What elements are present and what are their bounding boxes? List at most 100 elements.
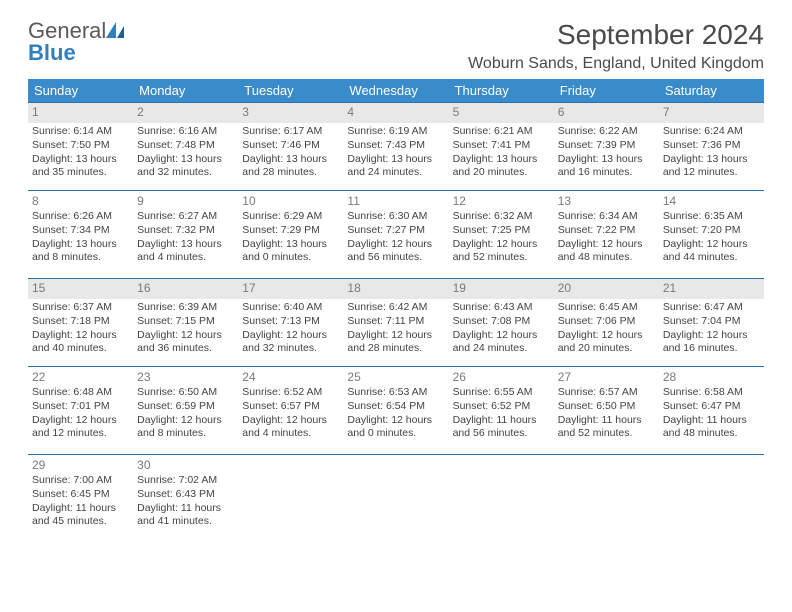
calendar-day-cell: 19 Sunrise: 6:43 AMSunset: 7:08 PMDayligh… (449, 278, 554, 366)
day-number: 12 (453, 194, 550, 210)
day-details: Sunrise: 6:43 AMSunset: 7:08 PMDaylight:… (453, 301, 550, 356)
day-number: 11 (347, 194, 444, 210)
day-details: Sunrise: 6:27 AMSunset: 7:32 PMDaylight:… (137, 210, 234, 265)
calendar-day-cell: 13Sunrise: 6:34 AMSunset: 7:22 PMDayligh… (554, 190, 659, 278)
day-details: Sunrise: 6:22 AMSunset: 7:39 PMDaylight:… (558, 125, 655, 180)
day-number: 25 (347, 370, 444, 386)
calendar-day-cell: 28Sunrise: 6:58 AMSunset: 6:47 PMDayligh… (659, 366, 764, 454)
logo-word-2: Blue (28, 40, 76, 65)
calendar-day-cell: 21 Sunrise: 6:47 AMSunset: 7:04 PMDayligh… (659, 278, 764, 366)
calendar-header-row: SundayMondayTuesdayWednesdayThursdayFrid… (28, 79, 764, 103)
day-number: 19 (453, 281, 550, 297)
calendar-week-row: 22Sunrise: 6:48 AMSunset: 7:01 PMDayligh… (28, 366, 764, 454)
calendar-body: 1 Sunrise: 6:14 AMSunset: 7:50 PMDaylight… (28, 102, 764, 542)
day-details: Sunrise: 6:58 AMSunset: 6:47 PMDaylight:… (663, 386, 760, 441)
calendar-day-cell: 23Sunrise: 6:50 AMSunset: 6:59 PMDayligh… (133, 366, 238, 454)
calendar-day-cell: 15Sunrise: 6:37 AMSunset: 7:18 PMDayligh… (28, 278, 133, 366)
day-details: Sunrise: 6:19 AMSunset: 7:43 PMDaylight:… (347, 125, 444, 180)
day-details: Sunrise: 6:55 AMSunset: 6:52 PMDaylight:… (453, 386, 550, 441)
day-details: Sunrise: 6:29 AMSunset: 7:29 PMDaylight:… (242, 210, 339, 265)
day-number: 28 (663, 370, 760, 386)
calendar-day-cell: 18 Sunrise: 6:42 AMSunset: 7:11 PMDayligh… (343, 278, 448, 366)
day-number: 23 (137, 370, 234, 386)
logo: General Blue (28, 20, 126, 64)
calendar-day-cell: 14Sunrise: 6:35 AMSunset: 7:20 PMDayligh… (659, 190, 764, 278)
day-number: 9 (137, 194, 234, 210)
day-number: 22 (32, 370, 129, 386)
day-details: Sunrise: 6:48 AMSunset: 7:01 PMDaylight:… (32, 386, 129, 441)
day-details: Sunrise: 7:00 AMSunset: 6:45 PMDaylight:… (32, 474, 129, 529)
title-block: September 2024 Woburn Sands, England, Un… (468, 20, 764, 73)
calendar-day-cell: 26Sunrise: 6:55 AMSunset: 6:52 PMDayligh… (449, 366, 554, 454)
calendar-day-cell: 27Sunrise: 6:57 AMSunset: 6:50 PMDayligh… (554, 366, 659, 454)
calendar-empty-cell (343, 454, 448, 542)
day-number: 1 (32, 105, 129, 121)
day-number: 29 (32, 458, 129, 474)
calendar-day-cell: 6 Sunrise: 6:22 AMSunset: 7:39 PMDaylight… (554, 102, 659, 190)
calendar-day-cell: 25Sunrise: 6:53 AMSunset: 6:54 PMDayligh… (343, 366, 448, 454)
day-number: 2 (137, 105, 234, 121)
calendar-empty-cell (238, 454, 343, 542)
day-number: 5 (453, 105, 550, 121)
calendar-page: General Blue September 2024 Woburn Sands… (0, 0, 792, 562)
day-details: Sunrise: 6:57 AMSunset: 6:50 PMDaylight:… (558, 386, 655, 441)
day-details: Sunrise: 6:52 AMSunset: 6:57 PMDaylight:… (242, 386, 339, 441)
day-details: Sunrise: 6:17 AMSunset: 7:46 PMDaylight:… (242, 125, 339, 180)
day-number: 10 (242, 194, 339, 210)
calendar-day-cell: 9Sunrise: 6:27 AMSunset: 7:32 PMDaylight… (133, 190, 238, 278)
calendar-day-cell: 3Sunrise: 6:17 AMSunset: 7:46 PMDaylight… (238, 102, 343, 190)
calendar-empty-cell (554, 454, 659, 542)
day-number: 30 (137, 458, 234, 474)
calendar-empty-cell (449, 454, 554, 542)
page-title: September 2024 (468, 20, 764, 51)
day-number: 15 (32, 281, 129, 297)
weekday-header: Tuesday (238, 79, 343, 103)
day-details: Sunrise: 6:14 AMSunset: 7:50 PMDaylight:… (32, 125, 129, 180)
day-number: 6 (558, 105, 655, 121)
day-number: 21 (663, 281, 760, 297)
day-number: 27 (558, 370, 655, 386)
day-number: 26 (453, 370, 550, 386)
day-number: 18 (347, 281, 444, 297)
day-number: 8 (32, 194, 129, 210)
calendar-day-cell: 5 Sunrise: 6:21 AMSunset: 7:41 PMDaylight… (449, 102, 554, 190)
day-details: Sunrise: 6:45 AMSunset: 7:06 PMDaylight:… (558, 301, 655, 356)
day-details: Sunrise: 6:16 AMSunset: 7:48 PMDaylight:… (137, 125, 234, 180)
day-details: Sunrise: 6:21 AMSunset: 7:41 PMDaylight:… (453, 125, 550, 180)
day-details: Sunrise: 6:24 AMSunset: 7:36 PMDaylight:… (663, 125, 760, 180)
calendar-day-cell: 10Sunrise: 6:29 AMSunset: 7:29 PMDayligh… (238, 190, 343, 278)
calendar-day-cell: 1 Sunrise: 6:14 AMSunset: 7:50 PMDaylight… (28, 102, 133, 190)
calendar-week-row: 15Sunrise: 6:37 AMSunset: 7:18 PMDayligh… (28, 278, 764, 366)
day-details: Sunrise: 6:47 AMSunset: 7:04 PMDaylight:… (663, 301, 760, 356)
location-label: Woburn Sands, England, United Kingdom (468, 55, 764, 73)
day-details: Sunrise: 7:02 AMSunset: 6:43 PMDaylight:… (137, 474, 234, 529)
weekday-header: Saturday (659, 79, 764, 103)
day-details: Sunrise: 6:42 AMSunset: 7:11 PMDaylight:… (347, 301, 444, 356)
header: General Blue September 2024 Woburn Sands… (28, 20, 764, 73)
logo-sail-icon (106, 22, 126, 38)
day-number: 14 (663, 194, 760, 210)
calendar-day-cell: 22Sunrise: 6:48 AMSunset: 7:01 PMDayligh… (28, 366, 133, 454)
calendar-day-cell: 16 Sunrise: 6:39 AMSunset: 7:15 PMDayligh… (133, 278, 238, 366)
day-number: 16 (137, 281, 234, 297)
calendar-day-cell: 30Sunrise: 7:02 AMSunset: 6:43 PMDayligh… (133, 454, 238, 542)
calendar-day-cell: 12Sunrise: 6:32 AMSunset: 7:25 PMDayligh… (449, 190, 554, 278)
calendar-day-cell: 20Sunrise: 6:45 AMSunset: 7:06 PMDayligh… (554, 278, 659, 366)
day-details: Sunrise: 6:30 AMSunset: 7:27 PMDaylight:… (347, 210, 444, 265)
day-number: 17 (242, 281, 339, 297)
weekday-header: Sunday (28, 79, 133, 103)
calendar-week-row: 1 Sunrise: 6:14 AMSunset: 7:50 PMDaylight… (28, 102, 764, 190)
day-details: Sunrise: 6:34 AMSunset: 7:22 PMDaylight:… (558, 210, 655, 265)
calendar-day-cell: 2 Sunrise: 6:16 AMSunset: 7:48 PMDaylight… (133, 102, 238, 190)
calendar-week-row: 8Sunrise: 6:26 AMSunset: 7:34 PMDaylight… (28, 190, 764, 278)
day-details: Sunrise: 6:39 AMSunset: 7:15 PMDaylight:… (137, 301, 234, 356)
calendar-empty-cell (659, 454, 764, 542)
weekday-header: Thursday (449, 79, 554, 103)
weekday-header: Friday (554, 79, 659, 103)
calendar-day-cell: 17 Sunrise: 6:40 AMSunset: 7:13 PMDayligh… (238, 278, 343, 366)
weekday-header: Monday (133, 79, 238, 103)
day-details: Sunrise: 6:40 AMSunset: 7:13 PMDaylight:… (242, 301, 339, 356)
day-number: 13 (558, 194, 655, 210)
day-number: 24 (242, 370, 339, 386)
day-number: 4 (347, 105, 444, 121)
